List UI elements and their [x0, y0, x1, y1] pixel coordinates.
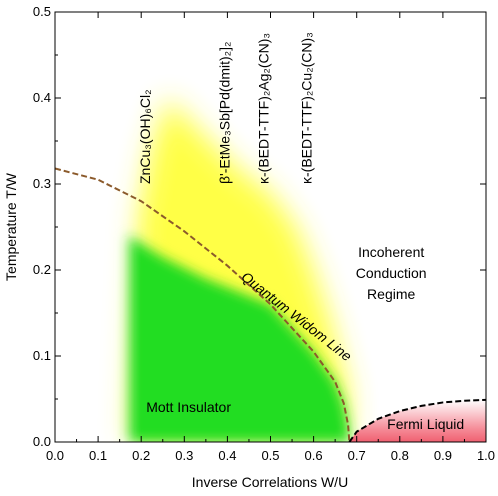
y-tick-label: 0.2 — [33, 262, 51, 277]
x-axis-label: Inverse Correlations W/U — [192, 474, 348, 490]
x-tick-label: 0.7 — [348, 448, 366, 463]
x-tick-label: 0.3 — [175, 448, 193, 463]
y-tick-label: 0.3 — [33, 176, 51, 191]
y-tick-label: 0.0 — [33, 434, 51, 449]
x-tick-label: 0.4 — [218, 448, 236, 463]
region-label: Incoherent Conduction Regime — [356, 244, 427, 302]
y-tick-label: 0.4 — [33, 90, 51, 105]
material-label: κ-(BEDT-TTF)₂Ag₂(CN)₃ — [255, 33, 271, 184]
x-tick-label: 0.0 — [46, 448, 64, 463]
x-tick-label: 1.0 — [477, 448, 495, 463]
mott-insulator-region — [128, 235, 350, 442]
region-label: Mott Insulator — [146, 399, 231, 415]
material-label: κ-(BEDT-TTF)₂Cu₂(CN)₃ — [298, 32, 314, 184]
x-tick-label: 0.1 — [89, 448, 107, 463]
y-tick-label: 0.5 — [33, 4, 51, 19]
fermi-liquid-boundary-curve — [348, 398, 486, 442]
x-tick-label: 0.5 — [261, 448, 279, 463]
green-fade-overlay — [55, 12, 142, 442]
y-tick-label: 0.1 — [33, 348, 51, 363]
material-label: β'-EtMe₃Sb[Pd(dmit)₂]₂ — [217, 42, 233, 184]
fermi-liquid-region — [349, 399, 486, 442]
region-label: Fermi Liquid — [387, 416, 464, 432]
widom-line-curve — [55, 167, 351, 442]
y-axis-label: Temperature T/W — [3, 172, 19, 281]
x-tick-label: 0.2 — [132, 448, 150, 463]
x-tick-label: 0.9 — [434, 448, 452, 463]
material-label: ZnCu₃(OH)₆Cl₂ — [137, 89, 153, 184]
x-tick-label: 0.8 — [391, 448, 409, 463]
x-tick-label: 0.6 — [305, 448, 323, 463]
